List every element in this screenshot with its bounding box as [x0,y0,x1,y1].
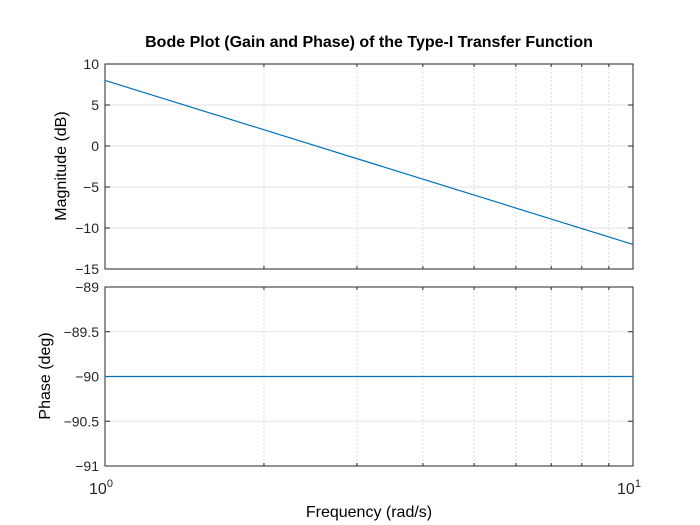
y-tick-label: 0 [91,138,99,154]
y-tick-label: −90 [75,369,99,385]
chart-title: Bode Plot (Gain and Phase) of the Type-I… [145,34,593,51]
magnitude-y-ticks: 10 5 0 −5 −10 −15 [75,56,633,277]
phase-y-axis-label: Phase (deg) [37,332,54,419]
phase-x-ticks: 100 101 [89,478,641,498]
x-tick-label: 100 [89,478,113,498]
y-tick-label: 5 [91,97,99,113]
magnitude-series [104,79,634,245]
magnitude-y-axis-label: Magnitude (dB) [53,111,70,220]
x-tick-label: 101 [617,478,641,498]
y-tick-label: −90.5 [64,413,100,429]
magnitude-plot-area [104,63,634,270]
y-tick-label: −5 [83,179,99,195]
y-tick-label: −15 [75,261,99,277]
x-axis-label: Frequency (rad/s) [306,504,432,521]
y-tick-label: −91 [75,458,99,474]
phase-axes: −89 −89.5 −90 −90.5 −91 100 101 Phase (deg) [37,279,641,498]
phase-y-ticks: −89 −89.5 −90 −90.5 −91 [64,279,633,474]
y-tick-label: −89.5 [64,324,100,340]
magnitude-line [104,79,634,245]
magnitude-grid [105,64,633,269]
y-tick-label: −10 [75,220,99,236]
y-tick-label: 10 [83,56,99,72]
y-tick-label: −89 [75,279,99,295]
magnitude-axes: 10 5 0 −5 −10 −15 Magnitude (dB) [53,56,634,277]
